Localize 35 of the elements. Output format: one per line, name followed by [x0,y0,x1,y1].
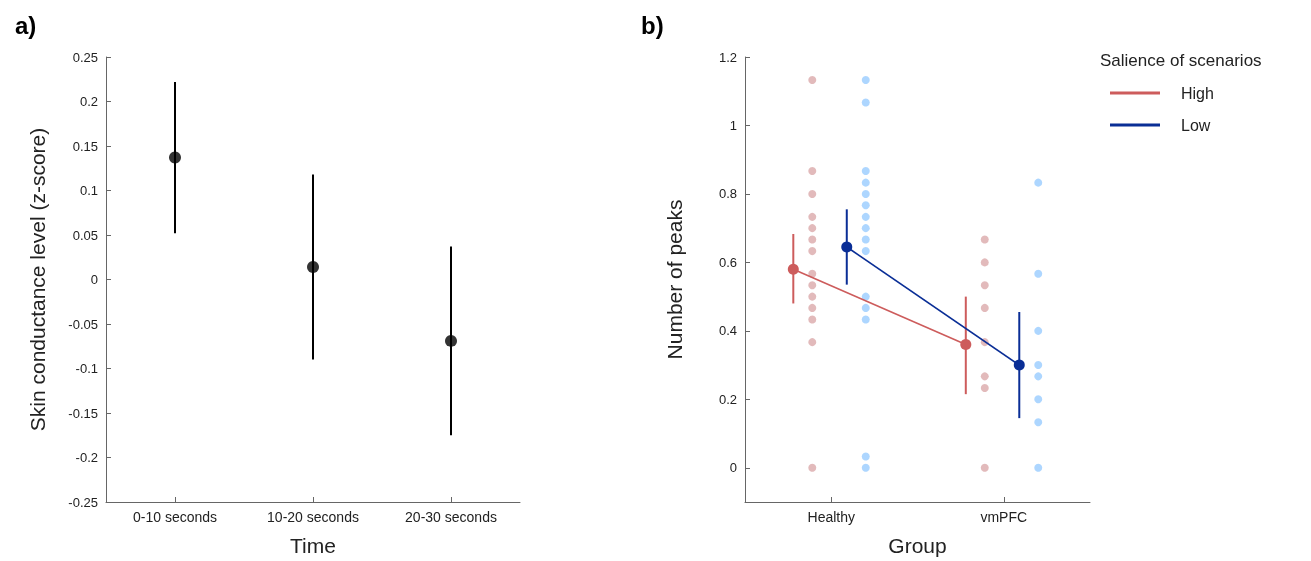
y-tick-label: -0.1 [75,361,98,376]
x-tick-label: Healthy [807,509,855,525]
y-tick-label: 0.2 [718,391,737,407]
y-tick-label: -0.05 [68,316,98,332]
legend-label: Low [1181,116,1211,134]
y-tick-label: 0.05 [72,227,98,243]
x-tick-label: 0-10 seconds [132,509,218,525]
chart-title: b) [641,11,664,39]
y-tick-label: 0.6 [718,254,737,270]
point [169,151,181,164]
y-tick-label: 0.2 [79,94,98,109]
point [307,261,319,274]
y-tick-label: 0 [90,272,98,287]
y-tick-label: 0 [729,460,737,476]
y-tick-label: 1 [729,117,737,133]
x-tick-label: vmPFC [980,509,1028,525]
x-tick-label: 20-30 seconds [405,509,497,525]
y-tick-label: 0.1 [79,183,98,198]
y-tick-label: -0.15 [68,405,98,421]
y-axis-title: Skin conductance level (z-score) [26,127,49,432]
y-tick-label: 0.15 [72,138,98,154]
legend-label: High [1181,84,1214,102]
chart-title: a) [15,11,37,39]
legend-title: Salience of scenarios [1100,51,1262,70]
y-tick-label: 0.4 [718,323,737,339]
x-tick-label: 10-20 seconds [267,509,359,525]
y-axis-title: Number of peaks [663,199,686,360]
y-tick-label: -0.2 [75,450,98,465]
x-axis-title: Group [888,534,947,557]
point [445,334,457,347]
y-tick-label: 0.25 [72,49,98,65]
x-axis-title: Time [290,534,336,557]
y-tick-label: 0.8 [718,186,737,202]
y-tick-label: -0.25 [68,494,98,510]
y-tick-label: 1.2 [718,49,737,65]
